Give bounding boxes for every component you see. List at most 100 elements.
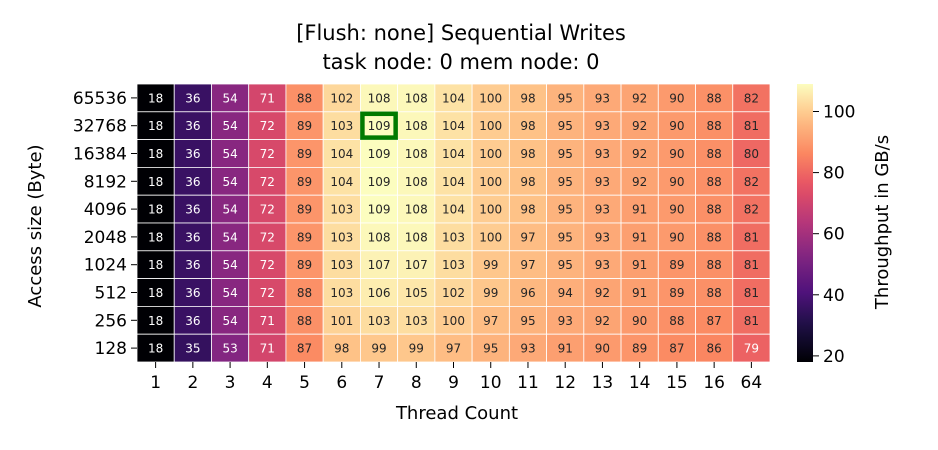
cell-value-label: 88: [297, 314, 312, 328]
cell-value-label: 87: [297, 342, 312, 356]
cell-value-label: 100: [479, 203, 502, 217]
heatmap-cell: [732, 83, 771, 113]
cell-value-label: 91: [632, 258, 647, 272]
heatmap-cell: [471, 250, 510, 280]
heatmap-cell: [620, 222, 659, 252]
cell-value-label: 89: [632, 342, 647, 356]
heatmap-cell: [211, 222, 250, 252]
y-tick-label: 4096: [84, 200, 127, 220]
cell-value-label: 108: [368, 230, 391, 244]
heatmap-cell: [248, 166, 287, 196]
heatmap-cells: [136, 83, 771, 363]
cell-value-label: 87: [669, 342, 684, 356]
cell-value-label: 103: [330, 286, 353, 300]
heatmap-cell: [173, 83, 212, 113]
x-axis-label: Thread Count: [395, 403, 518, 424]
x-tick-label: 12: [554, 373, 576, 393]
cell-value-label: 92: [632, 91, 647, 105]
cell-value-label: 109: [368, 119, 391, 133]
heatmap-cell: [695, 139, 734, 168]
heatmap-cell: [285, 250, 324, 280]
heatmap-cell: [546, 305, 585, 335]
cell-value-label: 91: [558, 342, 573, 356]
cell-value-label: 90: [632, 314, 647, 328]
cell-value-label: 93: [595, 230, 610, 244]
heatmap-cell: [471, 83, 510, 113]
heatmap-cell: [397, 333, 436, 363]
heatmap-cell: [322, 222, 361, 252]
x-tick-label: 64: [741, 373, 763, 393]
cell-value-label: 18: [148, 119, 163, 133]
cell-value-label: 104: [442, 175, 465, 189]
heatmap-cell: [173, 194, 212, 224]
colorbar-label: Throughput in GB/s: [872, 135, 893, 310]
heatmap-cell: [248, 278, 287, 307]
y-tick-label: 128: [95, 339, 127, 359]
cell-value-label: 81: [744, 230, 759, 244]
cell-value-label: 100: [479, 147, 502, 161]
cell-value-label: 103: [330, 230, 353, 244]
heatmap-cell: [248, 222, 287, 252]
cell-value-label: 104: [330, 175, 353, 189]
heatmap-cell: [211, 111, 250, 141]
cell-value-label: 103: [442, 258, 465, 272]
cell-value-label: 92: [595, 286, 610, 300]
heatmap-cell: [434, 194, 473, 224]
cell-value-label: 54: [222, 230, 237, 244]
heatmap-cell: [173, 139, 212, 168]
cell-value-label: 90: [595, 342, 610, 356]
heatmap-cell: [620, 83, 659, 113]
cell-value-label: 88: [707, 230, 722, 244]
heatmap-cell: [471, 194, 510, 224]
cell-value-label: 89: [297, 119, 312, 133]
cell-value-label: 54: [222, 203, 237, 217]
cell-value-label: 88: [707, 91, 722, 105]
heatmap-cell: [583, 250, 622, 280]
cell-value-label: 106: [368, 286, 391, 300]
heatmap-cell: [471, 222, 510, 252]
heatmap-cell: [397, 250, 436, 280]
cell-value-label: 97: [520, 258, 535, 272]
cell-value-label: 18: [148, 286, 163, 300]
cell-value-label: 36: [185, 119, 200, 133]
cell-value-label: 90: [669, 91, 684, 105]
heatmap-cell: [434, 333, 473, 363]
heatmap-cell: [508, 111, 547, 141]
heatmap-cell: [508, 305, 547, 335]
heatmap-cell: [620, 305, 659, 335]
cell-value-label: 89: [297, 258, 312, 272]
cell-value-label: 90: [669, 175, 684, 189]
heatmap-cell: [732, 166, 771, 196]
heatmap-cell: [211, 250, 250, 280]
cell-value-label: 98: [520, 147, 535, 161]
highlight-rect: [360, 111, 398, 140]
cell-value-label: 104: [442, 119, 465, 133]
x-tick-label: 14: [629, 373, 651, 393]
cell-value-label: 92: [632, 119, 647, 133]
heatmap-cell: [657, 139, 696, 168]
heatmap-cell: [322, 139, 361, 168]
cell-value-label: 95: [558, 147, 573, 161]
cell-value-label: 18: [148, 314, 163, 328]
cell-value-label: 93: [558, 314, 573, 328]
heatmap-cell: [211, 278, 250, 307]
heatmap-cell: [546, 139, 585, 168]
heatmap-cell: [360, 278, 399, 307]
cell-value-label: 71: [260, 342, 275, 356]
cell-value-label: 103: [405, 314, 428, 328]
x-tick-label: 11: [517, 373, 539, 393]
cell-value-label: 91: [632, 203, 647, 217]
colorbar-tick-label: 60: [823, 225, 845, 245]
cell-value-label: 98: [520, 119, 535, 133]
cell-value-label: 72: [260, 175, 275, 189]
cell-value-label: 108: [405, 203, 428, 217]
cell-value-label: 100: [479, 91, 502, 105]
cell-value-label: 95: [558, 91, 573, 105]
cell-value-label: 72: [260, 286, 275, 300]
heatmap-cell: [397, 83, 436, 113]
heatmap-cell: [583, 305, 622, 335]
cell-value-label: 100: [479, 175, 502, 189]
cell-value-label: 81: [744, 314, 759, 328]
cell-value-label: 82: [744, 91, 759, 105]
